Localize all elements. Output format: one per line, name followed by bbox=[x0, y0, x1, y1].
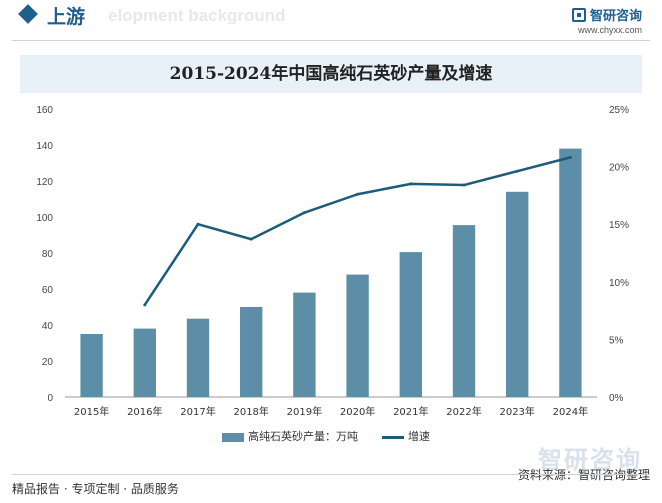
y-left-tick-label: 40 bbox=[42, 321, 54, 332]
y-left-tick-label: 20 bbox=[42, 357, 54, 368]
bar bbox=[293, 292, 316, 397]
x-tick-label: 2022年 bbox=[446, 405, 481, 418]
y-left-tick-label: 120 bbox=[36, 177, 53, 188]
y-right-tick-label: 15% bbox=[609, 220, 629, 231]
legend: 高纯石英砂产量：万吨 增速 bbox=[0, 428, 662, 446]
growth-rate-point bbox=[196, 222, 200, 226]
bar bbox=[452, 225, 476, 397]
y-right-tick-label: 0% bbox=[609, 393, 624, 404]
x-tick-label: 2015年 bbox=[74, 405, 109, 418]
x-tick-label: 2020年 bbox=[340, 405, 375, 418]
growth-rate-point bbox=[515, 169, 519, 173]
bar bbox=[506, 191, 529, 397]
legend-bar-swatch bbox=[222, 432, 244, 442]
growth-rate-point bbox=[143, 303, 147, 307]
growth-rate-point bbox=[302, 211, 306, 215]
growth-rate-point bbox=[409, 182, 413, 186]
brand: 智研咨询 www.chyxx.com bbox=[571, 4, 642, 35]
x-tick-label: 2017年 bbox=[180, 405, 215, 418]
footer-tagline: 精品报告 · 专项定制 · 品质服务 bbox=[12, 482, 179, 496]
y-left-tick-label: 60 bbox=[42, 285, 54, 296]
x-tick-label: 2021年 bbox=[393, 405, 428, 418]
header-watermark-text: elopment background bbox=[108, 6, 286, 25]
bar bbox=[186, 318, 210, 397]
x-tick-label: 2018年 bbox=[233, 405, 268, 418]
bar bbox=[133, 328, 156, 397]
y-right-tick-label: 10% bbox=[609, 278, 629, 289]
brand-url: www.chyxx.com bbox=[577, 25, 642, 35]
bar bbox=[80, 334, 103, 397]
legend-item-line: 增速 bbox=[382, 428, 430, 444]
chart: 0 20 40 60 80 100 120 140 160 0% 5% 10% 15% 20% 25% 201… bbox=[36, 105, 629, 418]
growth-rate-point bbox=[356, 192, 360, 196]
bar bbox=[346, 274, 369, 397]
bar bbox=[240, 307, 263, 397]
legend-label-bars: 高纯石英砂产量：万吨 bbox=[248, 430, 358, 443]
y-right-tick-label: 20% bbox=[609, 163, 629, 174]
y-left-tick-label: 80 bbox=[42, 249, 54, 260]
header: 上游 elopment background 智研咨询 www.chyxx.co… bbox=[0, 0, 662, 36]
bar bbox=[559, 148, 582, 397]
chart-title-band: 2015-2024年中国高纯石英砂产量及增速 bbox=[20, 55, 642, 93]
x-tick-label: 2023年 bbox=[499, 405, 534, 418]
bar bbox=[399, 252, 422, 397]
y-left-tick-label: 160 bbox=[36, 105, 53, 116]
brand-name: 智研咨询 bbox=[589, 9, 642, 24]
legend-label-line: 增速 bbox=[408, 430, 430, 443]
y-left-tick-label: 0 bbox=[47, 393, 53, 404]
y-right-tick-label: 5% bbox=[609, 335, 624, 346]
x-tick-label: 2024年 bbox=[553, 405, 588, 418]
footer-brand-watermark: 智研咨询 bbox=[538, 446, 642, 474]
y-right-tick-label: 25% bbox=[609, 105, 629, 116]
x-tick-label: 2016年 bbox=[127, 405, 162, 418]
legend-line-swatch bbox=[382, 435, 404, 439]
brand-logo-icon bbox=[571, 7, 586, 22]
source-note: 资料来源：智研咨询整理 bbox=[517, 468, 650, 482]
x-tick-label: 2019年 bbox=[287, 405, 322, 418]
growth-rate-point bbox=[249, 237, 253, 241]
growth-rate-point bbox=[568, 155, 572, 159]
chart-title: 2015-2024年中国高纯石英砂产量及增速 bbox=[169, 64, 493, 84]
legend-item-bars: 高纯石英砂产量：万吨 bbox=[222, 428, 358, 444]
growth-rate-point bbox=[462, 183, 466, 187]
header-divider bbox=[12, 40, 650, 41]
footer-divider bbox=[12, 474, 650, 475]
y-left-tick-label: 100 bbox=[36, 213, 53, 224]
y-left-tick-label: 140 bbox=[36, 141, 53, 152]
section-title: 上游 bbox=[47, 6, 86, 28]
